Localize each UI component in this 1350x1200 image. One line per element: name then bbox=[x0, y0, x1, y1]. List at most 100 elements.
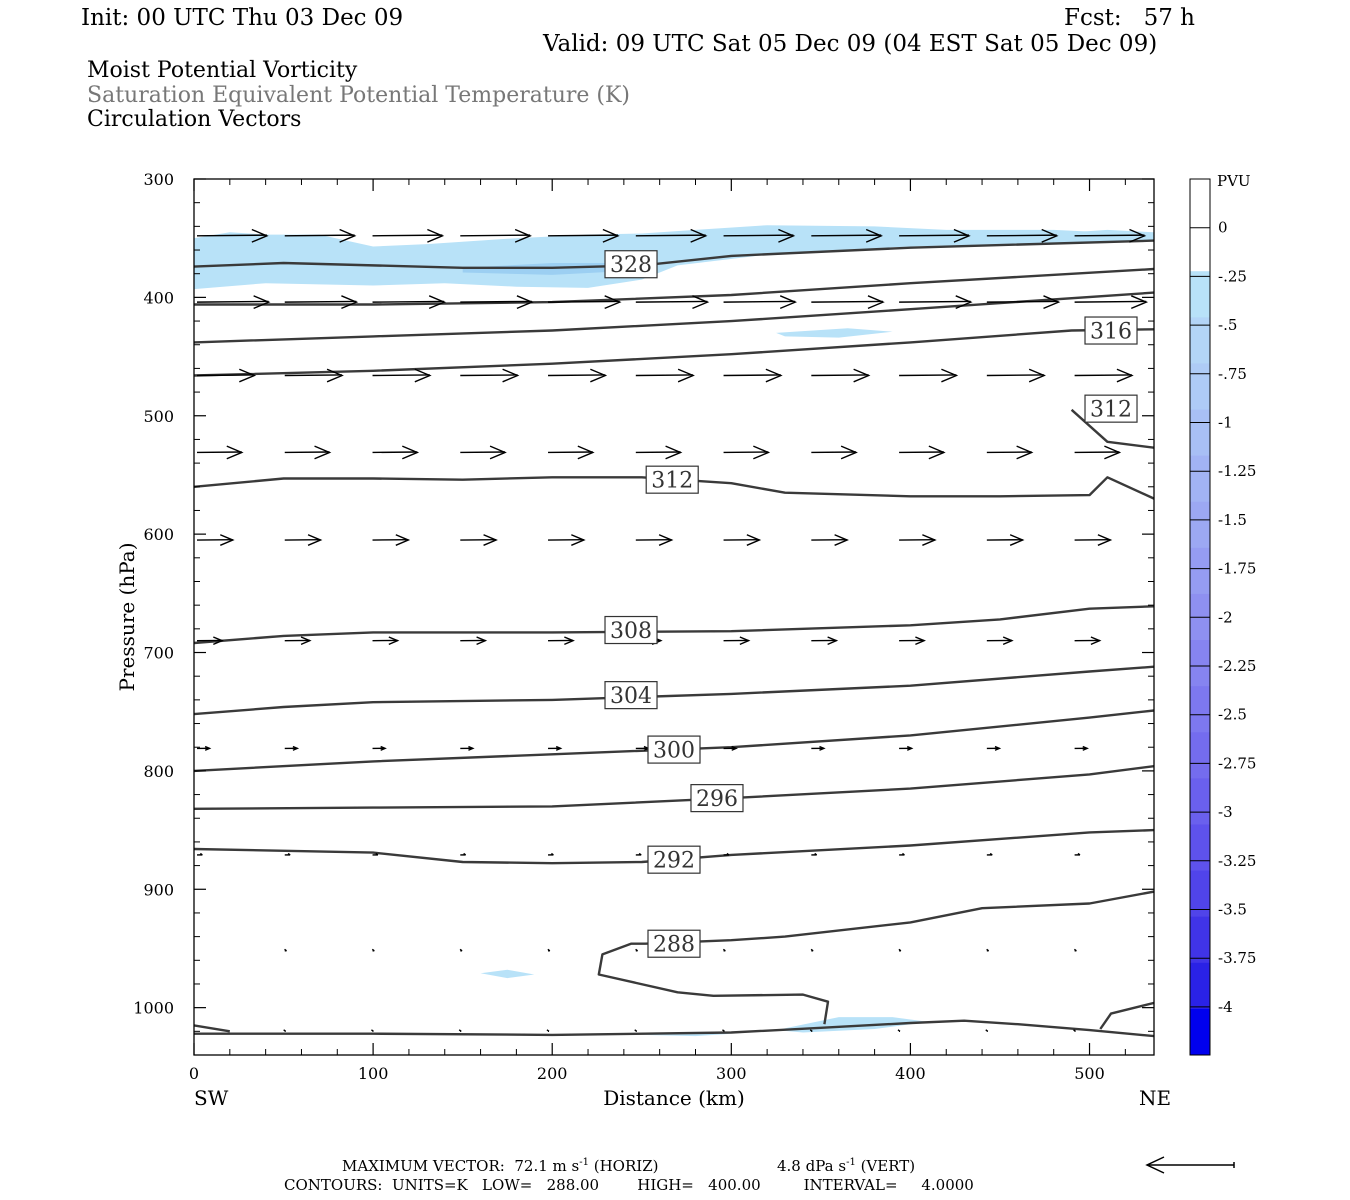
theta-contour-288 bbox=[1099, 1001, 1154, 1030]
circulation-vector bbox=[986, 745, 1002, 751]
colorbar-label: -2.25 bbox=[1218, 657, 1256, 675]
circulation-vector bbox=[898, 948, 902, 952]
colorbar-label: -3 bbox=[1218, 803, 1233, 821]
colorbar-label: -1.25 bbox=[1218, 462, 1256, 480]
circulation-vector bbox=[372, 852, 379, 856]
theta-contour-316 bbox=[194, 328, 1154, 377]
circulation-vector bbox=[986, 368, 1046, 383]
colorbar-box bbox=[1190, 824, 1210, 872]
circulation-vector bbox=[635, 445, 683, 460]
circulation-vector bbox=[196, 852, 203, 856]
circulation-vector bbox=[196, 295, 271, 310]
circulation-vector bbox=[1074, 745, 1089, 751]
y-tick-label: 1000 bbox=[133, 999, 174, 1018]
circulation-vector bbox=[372, 636, 400, 646]
circulation-vector bbox=[811, 445, 858, 460]
circulation-vector bbox=[722, 1029, 725, 1033]
vert-exponent: -1 bbox=[846, 1157, 856, 1168]
y-tick-label: 800 bbox=[143, 762, 174, 781]
circulation-vector bbox=[548, 295, 622, 310]
circulation-vector bbox=[899, 534, 937, 546]
circulation-vector bbox=[372, 368, 432, 383]
circulation-vector bbox=[372, 445, 420, 460]
theta-contour-288 bbox=[597, 890, 1154, 1025]
circulation-vector bbox=[1074, 228, 1147, 243]
circulation-vector bbox=[634, 1029, 638, 1033]
circulation-vector bbox=[986, 228, 1059, 243]
contour-label-box bbox=[604, 250, 658, 279]
circulation-vector bbox=[548, 368, 608, 383]
max-vector-vert-note: 4.8 dPa s-1 (VERT) bbox=[777, 1158, 915, 1174]
colorbar-label: -.75 bbox=[1218, 365, 1247, 383]
pv-region-6 bbox=[776, 1017, 929, 1033]
circulation-vector bbox=[196, 636, 224, 646]
colorbar-box bbox=[1190, 501, 1210, 549]
contour-label: 312 bbox=[1090, 398, 1132, 423]
colorbar-label: -1 bbox=[1218, 414, 1233, 432]
pv-region-0 bbox=[194, 225, 1154, 290]
contour-label: 292 bbox=[653, 849, 695, 874]
theta-contour-284 bbox=[194, 1019, 1154, 1038]
colorbar-box bbox=[1190, 547, 1210, 595]
y-tick-label: 300 bbox=[143, 170, 174, 189]
circulation-vector bbox=[810, 948, 814, 952]
plot-frame bbox=[193, 178, 1155, 1056]
circulation-vector bbox=[899, 445, 946, 460]
contour-label-box bbox=[1084, 316, 1138, 345]
colorbar-label: -3.25 bbox=[1218, 852, 1256, 870]
circulation-vector bbox=[986, 852, 993, 856]
theta-contour-312 bbox=[194, 476, 1154, 500]
circulation-vector bbox=[899, 852, 905, 856]
circulation-vector bbox=[723, 295, 798, 310]
x-tick-label: 200 bbox=[537, 1064, 568, 1083]
contour-info: CONTOURS: UNITS=K LOW= 288.00 HIGH= 400.… bbox=[284, 1176, 974, 1194]
circulation-vector bbox=[899, 295, 973, 310]
circulation-vector bbox=[986, 295, 1061, 310]
circulation-vector bbox=[1073, 948, 1077, 952]
circulation-vector bbox=[284, 228, 357, 243]
circulation-vector bbox=[372, 228, 445, 243]
circulation-vector bbox=[897, 1029, 901, 1033]
circulation-vector bbox=[548, 445, 595, 460]
circulation-vector bbox=[547, 948, 551, 952]
colorbar-box bbox=[1190, 317, 1210, 364]
circulation-vector bbox=[283, 1029, 287, 1033]
legend-mpv: Moist Potential Vorticity bbox=[87, 58, 358, 83]
init-time: Init: 00 UTC Thu 03 Dec 09 bbox=[81, 5, 404, 31]
circulation-vector bbox=[548, 228, 620, 243]
circulation-vector bbox=[460, 445, 507, 460]
circulation-vector bbox=[723, 368, 783, 383]
circulation-vector bbox=[370, 1029, 374, 1033]
contour-label-box bbox=[647, 735, 701, 764]
contour-label-box bbox=[604, 615, 658, 645]
circulation-vector bbox=[899, 368, 959, 383]
colorbar-box bbox=[1190, 363, 1210, 411]
colorbar-label: -2.75 bbox=[1218, 754, 1256, 772]
circulation-vector bbox=[811, 228, 883, 243]
max-vector-horiz-value: MAXIMUM VECTOR: 72.1 m s bbox=[342, 1157, 580, 1175]
circulation-vector bbox=[284, 534, 323, 546]
circulation-vector bbox=[1074, 852, 1081, 856]
circulation-vector bbox=[1074, 534, 1113, 546]
theta-contour-308 bbox=[194, 605, 1154, 645]
theta-contour-304 bbox=[194, 665, 1154, 716]
circulation-vector bbox=[635, 852, 642, 856]
contour-label-box bbox=[647, 929, 701, 958]
circulation-vector bbox=[459, 948, 463, 952]
colorbar-box bbox=[1190, 686, 1210, 733]
circulation-vector bbox=[986, 445, 1034, 460]
circulation-vector bbox=[811, 295, 885, 310]
max-vector-vert-value: 4.8 dPa s bbox=[777, 1157, 847, 1175]
contour-label-box bbox=[690, 784, 744, 813]
circulation-vector bbox=[985, 1029, 989, 1033]
circulation-vector bbox=[811, 534, 849, 546]
colorbar-box bbox=[1190, 640, 1210, 687]
circulation-vector bbox=[899, 745, 914, 751]
circulation-vector bbox=[986, 948, 990, 952]
circulation-vector bbox=[1073, 1029, 1076, 1033]
circulation-vector bbox=[284, 636, 312, 646]
max-vector-horiz-label: (HORIZ) bbox=[588, 1157, 659, 1175]
contour-label-box bbox=[645, 465, 699, 494]
circulation-vector bbox=[723, 745, 738, 751]
colorbar-box bbox=[1190, 732, 1210, 779]
